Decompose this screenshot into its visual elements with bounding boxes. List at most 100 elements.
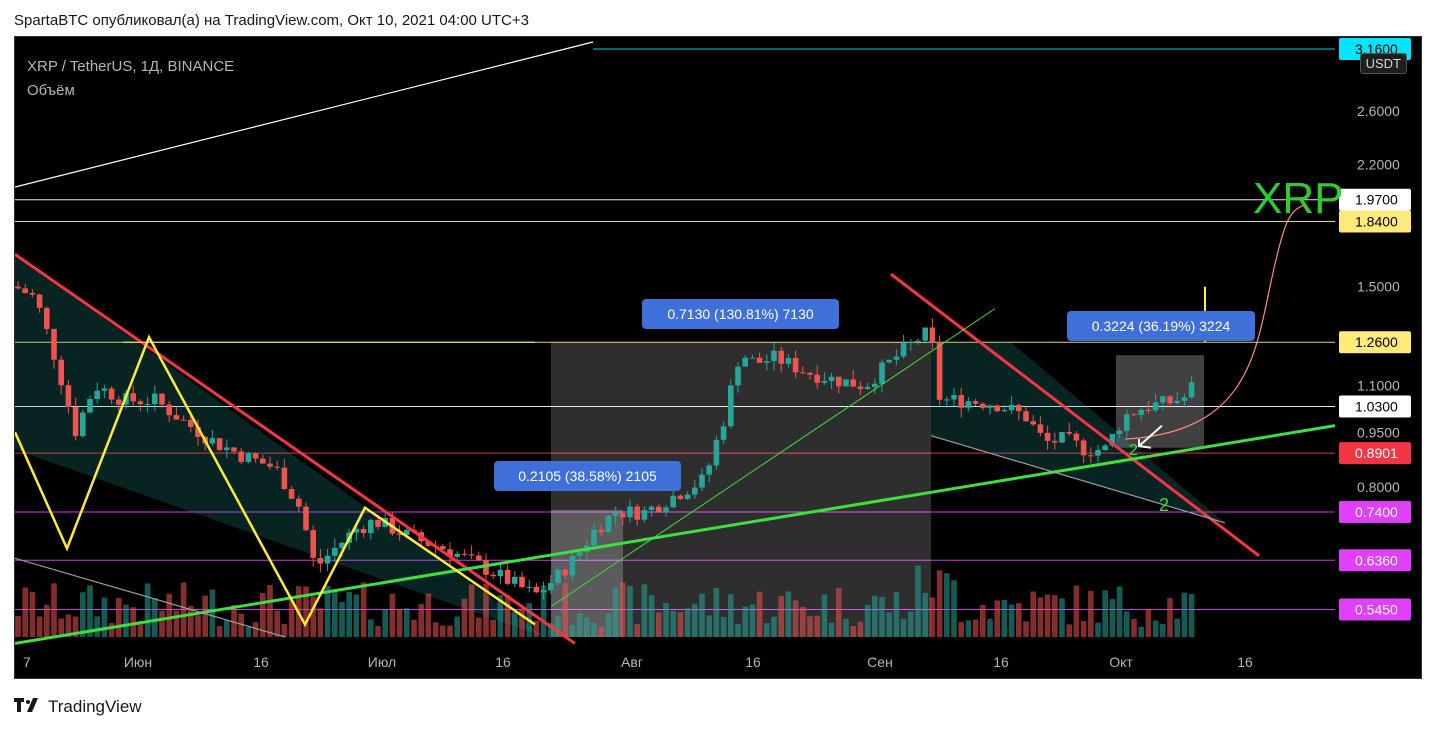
candle-body (958, 395, 964, 408)
volume-bar (353, 594, 360, 637)
candle-body (965, 401, 972, 408)
volume-bar (108, 622, 115, 637)
candle-body (929, 327, 936, 343)
price-tag (1339, 500, 1411, 523)
volume-bar (195, 615, 201, 637)
volume-bar (490, 619, 496, 637)
volume-bar (886, 612, 892, 637)
candle-body (425, 541, 432, 546)
candle-body (771, 350, 777, 362)
volume-indicator-label[interactable]: Объём (27, 82, 75, 99)
measure-label-bg[interactable] (494, 461, 681, 491)
price-tag (1339, 395, 1411, 418)
price-tag (1339, 442, 1411, 465)
volume-bar (641, 584, 648, 637)
volume-bar (1160, 623, 1166, 637)
volume-bar (231, 605, 237, 637)
volume-bar (396, 609, 403, 637)
volume-bar (29, 591, 36, 637)
trendline-grey (930, 435, 1226, 524)
volume-bar (180, 582, 187, 637)
candle-body (51, 328, 57, 360)
candle-body (512, 576, 518, 584)
candle-body (663, 507, 669, 512)
candle-body (137, 401, 144, 405)
candle-body (526, 586, 532, 588)
measure-label-bg[interactable] (1067, 311, 1255, 341)
volume-bar (238, 613, 244, 637)
volume-bar (1131, 618, 1137, 637)
volume-bar (497, 595, 504, 637)
y-axis-tick-label: 1.5000 (1357, 279, 1400, 295)
candle-body (548, 583, 554, 591)
candle-body (353, 529, 360, 533)
candle-body (1023, 411, 1029, 422)
volume-bar (915, 565, 921, 637)
volume-bar (908, 611, 914, 637)
candle-body (368, 520, 374, 534)
candle-body (591, 529, 597, 546)
x-axis-tick-label: Окт (1109, 654, 1133, 670)
candle-body (987, 405, 993, 408)
volume-bar (166, 593, 172, 637)
volume-bar (1073, 585, 1080, 637)
volume-bar (749, 604, 756, 637)
volume-bar (123, 604, 129, 637)
candle-body (101, 388, 108, 391)
candle-body (1145, 409, 1152, 411)
volume-bar (929, 597, 936, 637)
x-axis-tick-label: 16 (745, 654, 761, 670)
volume-bar (958, 621, 964, 637)
tradingview-logo-icon[interactable] (14, 696, 42, 717)
volume-bar (188, 605, 194, 637)
measure-label-bg[interactable] (642, 299, 839, 329)
x-axis-tick-label: 16 (1237, 654, 1253, 670)
volume-bar (375, 626, 381, 637)
candle-body (864, 386, 871, 390)
volume-bar (1052, 595, 1058, 637)
volume-bar (555, 616, 561, 637)
volume-bar (936, 570, 943, 637)
volume-bar (569, 624, 576, 637)
volume-bar (1059, 598, 1065, 637)
volume-bar (461, 598, 468, 637)
currency-button[interactable]: USDT (1359, 53, 1407, 74)
volume-bar (612, 587, 619, 637)
volume-bar (432, 622, 439, 637)
volume-bar (576, 613, 583, 637)
price-chart[interactable]: 2.60002.20001.50001.10000.95000.80003.16… (15, 37, 1422, 679)
channel-fill (931, 342, 1225, 523)
volume-bar (821, 594, 828, 637)
candle-body (332, 547, 338, 556)
price-tag-label: 1.8400 (1355, 213, 1398, 229)
candle-body (1167, 396, 1173, 404)
footer-brand-text[interactable]: TradingView (48, 696, 142, 716)
volume-bar (15, 616, 21, 637)
price-tag-label: 0.8901 (1355, 445, 1398, 461)
candle-body (598, 529, 604, 533)
volume-bar (591, 622, 597, 637)
volume-bar (807, 616, 813, 637)
candle-body (245, 453, 252, 462)
candle-body (29, 293, 36, 295)
x-axis-tick-label: Июл (368, 654, 396, 670)
candle-body (1059, 432, 1065, 443)
candle-body (454, 553, 460, 557)
volume-bar (843, 618, 849, 637)
volume-bar (584, 617, 590, 637)
candle-body (483, 560, 489, 575)
volume-bar (670, 611, 676, 637)
volume-bar (1188, 594, 1195, 637)
candle-body (843, 379, 849, 387)
volume-bar (900, 619, 907, 637)
candle-body (620, 513, 626, 518)
x-axis-tick-label: 16 (253, 654, 269, 670)
y-axis-tick-label: 2.2000 (1357, 156, 1400, 172)
forecast-curve (1124, 204, 1306, 440)
symbol-label[interactable]: XRP / TetherUS, 1Д, BINANCE (27, 58, 235, 75)
volume-bar (864, 604, 871, 637)
price-tag-label: 1.9700 (1355, 192, 1398, 208)
volume-bar (1016, 603, 1022, 637)
trendline-red (15, 253, 576, 645)
chart-panel[interactable]: 2.6000 2.2000 1.5000 1.1000 0.9500 0.8000 3.16… (14, 36, 1422, 679)
